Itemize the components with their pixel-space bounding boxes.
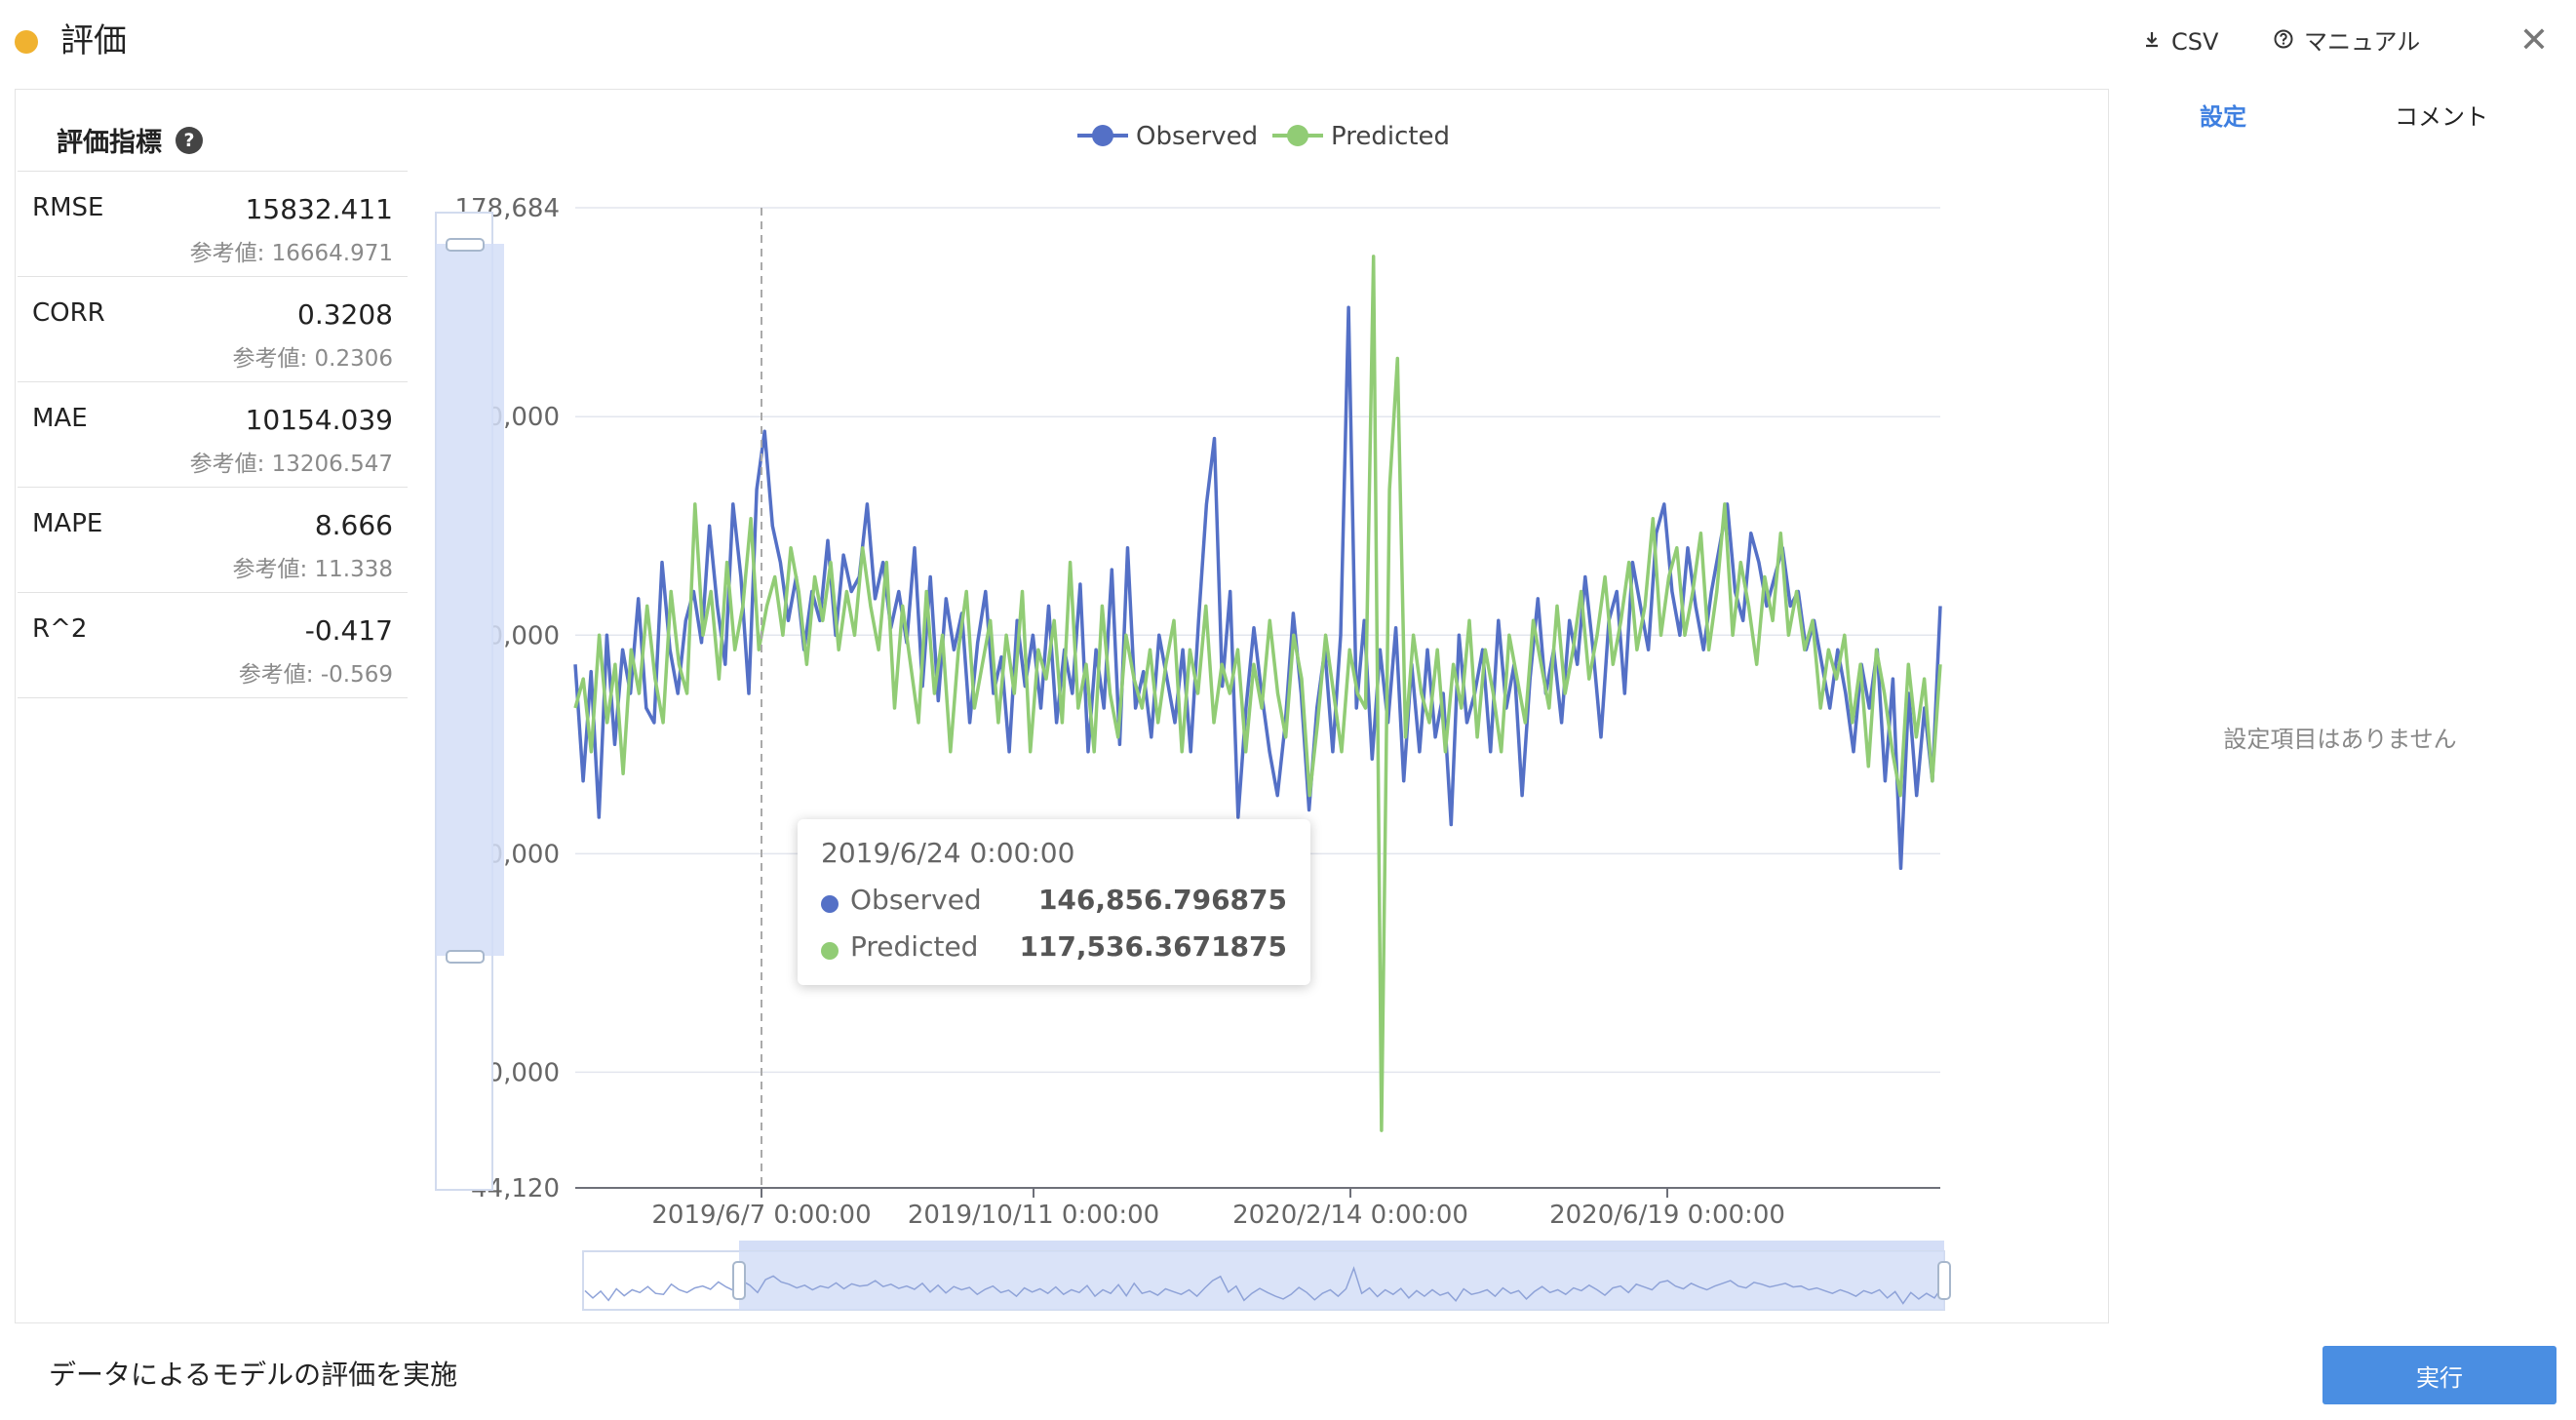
metric-name: CORR [32, 298, 105, 328]
legend-label: Observed [1136, 122, 1258, 151]
metrics-header: 評価指標 ? [18, 109, 408, 172]
settings-empty-message: 設定項目はありません [2223, 726, 2457, 753]
metric-row-corr: CORR 0.3208 参考値: 0.2306 [18, 277, 408, 382]
metric-row-mape: MAPE 8.666 参考値: 11.338 [18, 488, 408, 593]
series-line-observed [573, 305, 1942, 871]
metric-row-rmse: RMSE 15832.411 参考値: 16664.971 [18, 172, 408, 277]
tooltip-label: Observed [850, 884, 982, 916]
tooltip-value: 146,856.796875 [1037, 884, 1287, 916]
metric-row-r2: R^2 -0.417 参考値: -0.569 [18, 593, 408, 698]
metric-value: 15832.411 [245, 193, 393, 225]
tooltip-label: Predicted [850, 930, 979, 963]
metric-name: R^2 [32, 614, 88, 644]
series-line-predicted [573, 255, 1942, 1132]
run-button[interactable]: 実行 [2322, 1346, 2556, 1404]
metric-value: -0.417 [304, 614, 393, 647]
status-indicator [15, 30, 38, 54]
zoom-preview-line [584, 1266, 1943, 1305]
close-icon[interactable]: ✕ [2518, 20, 2549, 60]
x-tick-label: 2020/2/14 0:00:00 [1232, 1201, 1468, 1230]
metric-name: MAPE [32, 509, 103, 538]
help-icon[interactable]: ? [176, 126, 203, 154]
csv-label: CSV [2171, 28, 2219, 56]
metric-reference: 参考値: 0.2306 [232, 346, 393, 372]
horizontal-zoom-handle-right[interactable] [1937, 1261, 1951, 1300]
horizontal-zoom-handle-left[interactable] [732, 1261, 746, 1300]
vertical-zoom-handle-bottom[interactable] [446, 950, 485, 964]
tooltip-row-observed: Observed 146,856.796875 [821, 884, 1287, 923]
metrics-title: 評価指標 [57, 128, 162, 158]
legend-label: Predicted [1331, 122, 1450, 151]
metric-row-mae: MAE 10154.039 参考値: 13206.547 [18, 382, 408, 488]
vertical-zoom-handle-top[interactable] [446, 238, 485, 252]
chart-tooltip: 2019/6/24 0:00:00 Observed 146,856.79687… [798, 819, 1310, 985]
metric-name: MAE [32, 404, 88, 433]
metric-value: 10154.039 [245, 404, 393, 436]
observed-dot-icon [821, 895, 839, 913]
download-icon [2142, 25, 2162, 59]
legend-marker-observed[interactable] [1092, 125, 1113, 146]
metric-reference: 参考値: 16664.971 [189, 241, 393, 266]
x-tick-label: 2020/6/19 0:00:00 [1549, 1201, 1785, 1230]
legend-marker-predicted[interactable] [1287, 125, 1308, 146]
evaluation-panel [15, 89, 2109, 1323]
horizontal-zoom-range[interactable] [739, 1251, 1944, 1310]
metric-value: 0.3208 [297, 298, 393, 331]
x-tick-label: 2019/10/11 0:00:00 [908, 1201, 1159, 1230]
tooltip-row-predicted: Predicted 117,536.3671875 [821, 930, 1287, 969]
metric-reference: 参考値: -0.569 [238, 662, 393, 688]
metric-value: 8.666 [314, 509, 393, 541]
task-description: データによるモデルの評価を実施 [49, 1359, 458, 1391]
manual-button[interactable]: マニュアル [2273, 25, 2420, 59]
x-tick-label: 2019/6/7 0:00:00 [651, 1201, 871, 1230]
vertical-zoom-range[interactable] [436, 244, 504, 956]
metric-name: RMSE [32, 193, 104, 222]
tooltip-date: 2019/6/24 0:00:00 [821, 837, 1075, 869]
tooltip-value: 117,536.3671875 [1019, 930, 1287, 963]
predicted-dot-icon [821, 942, 839, 960]
manual-label: マニュアル [2304, 28, 2421, 56]
metric-reference: 参考値: 11.338 [232, 557, 393, 582]
csv-download-button[interactable]: CSV [2142, 25, 2218, 59]
horizontal-zoom-range-bar[interactable] [739, 1241, 1944, 1250]
help-circle-icon [2273, 25, 2294, 59]
tab-settings[interactable]: 設定 [2200, 103, 2246, 131]
tab-comments[interactable]: コメント [2395, 103, 2488, 131]
metric-reference: 参考値: 13206.547 [189, 452, 393, 477]
page-title: 評価 [60, 21, 127, 60]
